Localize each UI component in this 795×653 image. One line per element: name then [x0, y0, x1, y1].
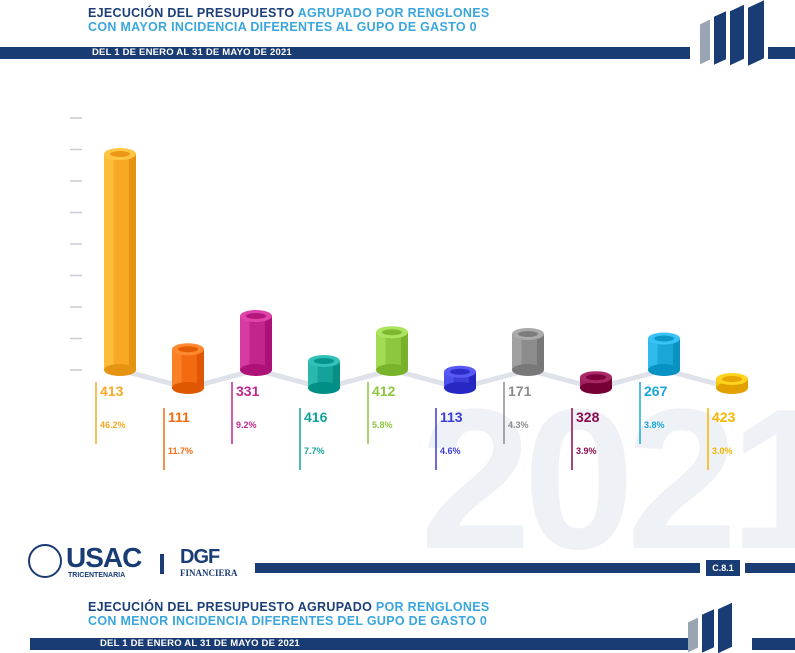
header2-period-bar: [30, 638, 690, 650]
page-badge: C.8.1: [706, 560, 740, 576]
watermark-year: 2021: [420, 368, 795, 591]
percent-label: 4.3%: [508, 420, 529, 430]
footer-bar-tail: [745, 563, 795, 573]
header-title-line1: EJECUCIÓN DEL PRESUPUESTO AGRUPADO POR R…: [88, 6, 490, 20]
category-label: 267: [644, 383, 668, 399]
bar-328: [580, 371, 612, 394]
header2-title-line1: EJECUCIÓN DEL PRESUPUESTO AGRUPADO POR R…: [88, 600, 490, 614]
percent-label: 3.8%: [644, 420, 665, 430]
category-label: 171: [508, 383, 532, 399]
header-title-dark: EJECUCIÓN DEL PRESUPUESTO: [88, 6, 298, 20]
bar-171: [512, 328, 544, 376]
header-period: DEL 1 DE ENERO AL 31 DE MAYO DE 2021: [92, 47, 292, 58]
bar-chart: 413 46.2% 111 11.7% 331 9.2% 416 7.7% 412 5.8% 113…: [70, 117, 748, 470]
category-label: 416: [304, 409, 328, 425]
header-title-line2: CON MAYOR INCIDENCIA DIFERENTES AL GUPO …: [88, 20, 477, 34]
baseline-zigzag: [119, 367, 733, 391]
category-label: 113: [440, 409, 463, 425]
bar-416: [308, 355, 340, 394]
percent-label: 7.7%: [304, 446, 325, 456]
bar-113: [444, 365, 476, 394]
dgf-logo-sub: FINANCIERA: [180, 568, 238, 578]
percent-label: 46.2%: [100, 420, 126, 430]
header-title-light: AGRUPADO POR RENGLONES: [297, 6, 490, 20]
bar-423: [716, 373, 748, 394]
dgf-logo-text: DGF: [180, 546, 220, 568]
seal-icon: [28, 544, 62, 578]
header2-title-light: POR RENGLONES: [375, 600, 490, 614]
percent-label: 5.8%: [372, 420, 393, 430]
logo-separator: [160, 554, 164, 574]
header2-period: DEL 1 DE ENERO AL 31 DE MAYO DE 2021: [100, 638, 300, 649]
percent-label: 11.7%: [168, 446, 193, 456]
category-label: 412: [372, 383, 396, 399]
bar-412: [376, 326, 408, 376]
category-label: 111: [168, 409, 190, 425]
header-period-bar-tail: [768, 47, 795, 59]
header2-title-dark: EJECUCIÓN DEL PRESUPUESTO AGRUPADO: [88, 600, 376, 614]
percent-label: 3.9%: [576, 446, 597, 456]
percent-label: 4.6%: [440, 446, 461, 456]
bar-331: [240, 310, 272, 376]
footer-bar: [255, 563, 700, 573]
usac-logo-text: USAC: [66, 542, 142, 573]
bar-413: [104, 148, 136, 376]
percent-label: 9.2%: [236, 420, 257, 430]
bar-267: [648, 332, 680, 376]
bar-111: [172, 343, 204, 394]
usac-logo-sub: TRICENTENARIA: [68, 572, 126, 579]
category-label: 331: [236, 383, 260, 399]
category-label: 328: [576, 409, 600, 425]
percent-label: 3.0%: [712, 446, 733, 456]
header2-title-line2: CON MENOR INCIDENCIA DIFERENTES DEL GUPO…: [88, 614, 488, 628]
category-label: 423: [712, 409, 736, 425]
header-period-bar: [0, 47, 690, 59]
category-label: 413: [100, 383, 124, 399]
header2-period-bar-tail: [752, 638, 795, 650]
